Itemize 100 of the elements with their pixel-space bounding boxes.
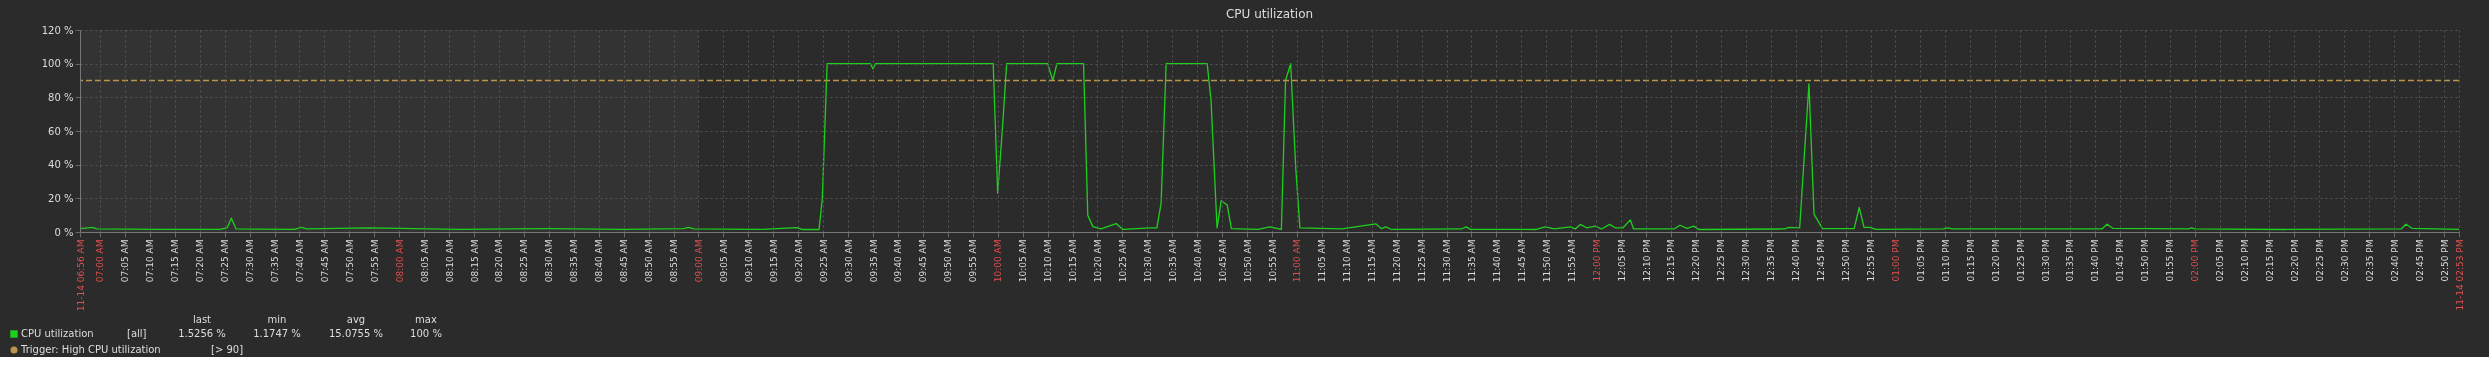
x-tick-label: 02:20 PM (2289, 239, 2300, 282)
text: max (415, 314, 437, 325)
x-tick-label: 07:35 AM (270, 239, 281, 283)
x-tick-label: 08:05 AM (419, 239, 430, 283)
x-tick-label: 12:10 PM (1641, 239, 1652, 282)
x-tick-label: 08:50 AM (644, 239, 655, 283)
x-tick-label: 01:00 PM (1890, 239, 1901, 282)
text: last (192, 314, 212, 325)
x-tick-label: 07:50 AM (344, 239, 355, 283)
x-tick-label: 10:20 AM (1092, 239, 1103, 283)
x-tick-label: 09:50 AM (943, 239, 954, 283)
x-tick-label: 09:20 AM (793, 239, 804, 283)
x-tick-label: 08:15 AM (469, 239, 480, 283)
x-tick-label: 02:15 PM (2264, 239, 2275, 282)
x-tick-label: 09:15 AM (768, 239, 779, 283)
x-tick-label: 10:10 AM (1043, 239, 1054, 283)
x-tick-label: 07:05 AM (120, 239, 131, 283)
x-tick-label: 10:35 AM (1167, 239, 1178, 283)
x-tick-label: 10:15 AM (1068, 239, 1079, 283)
x-tick-label: 12:55 PM (1866, 239, 1876, 282)
text: 15.0755 % (328, 328, 384, 339)
x-tick-label: 12:25 PM (1716, 239, 1727, 282)
legend-label: Trigger: High CPU utilization (20, 344, 161, 355)
x-tick-label: 01:20 PM (1990, 239, 2001, 282)
x-tick-label: 09:45 AM (918, 239, 929, 283)
x-tick-label: 10:40 AM (1192, 239, 1203, 283)
x-tick-label: 10:55 AM (1267, 239, 1278, 283)
x-tick-label: 11:40 AM (1491, 239, 1502, 283)
x-tick-label: 11:10 AM (1342, 239, 1353, 283)
x-tick-label: 08:45 AM (619, 239, 630, 283)
x-tick-label: 07:40 AM (294, 239, 305, 283)
x-tick-label: 08:55 AM (669, 239, 680, 283)
x-tick-label: 10:25 AM (1117, 239, 1128, 283)
x-tick-label: 01:15 PM (1965, 239, 1976, 282)
x-tick-label: 12:50 PM (1841, 239, 1852, 282)
text: avg (346, 314, 366, 325)
text: 100 % (410, 328, 442, 339)
legend-label: CPU utilization (21, 328, 94, 339)
x-tick-label: 01:50 PM (2140, 239, 2151, 282)
x-tick-label: 10:45 AM (1217, 239, 1228, 283)
x-tick-label: 10:05 AM (1018, 239, 1029, 283)
x-tick-label: 09:00 AM (693, 239, 704, 283)
x-tick-label: 02:35 PM (2364, 239, 2375, 282)
x-tick-label: 01:55 PM (2165, 239, 2176, 282)
x-tick-label: 11:55 AM (1566, 239, 1577, 283)
x-tick-label: 02:30 PM (2339, 239, 2350, 282)
text: 1.5256 % (178, 328, 226, 339)
text: 1.1747 % (253, 328, 301, 339)
x-tick-label: 10:30 AM (1142, 239, 1153, 283)
x-tick-label: 12:35 PM (1766, 239, 1777, 282)
x-tick-label: 09:05 AM (718, 239, 729, 283)
x-tick-label: 12:45 PM (1816, 239, 1827, 282)
x-tick-label: 02:45 PM (2414, 239, 2425, 282)
x-tick-label: 12:15 PM (1666, 239, 1677, 282)
x-tick-label: 07:20 AM (195, 239, 206, 283)
x-tick-label: 02:25 PM (2314, 239, 2325, 282)
x-tick-label: 12:00 PM (1591, 239, 1602, 282)
x-tick-label: 11:25 AM (1417, 239, 1428, 283)
x-tick-label: 12:05 PM (1616, 239, 1627, 282)
x-tick-label: 08:25 AM (519, 239, 530, 283)
x-tick-label: 01:05 PM (1915, 239, 1926, 282)
x-tick-label: 11:35 AM (1466, 239, 1477, 283)
x-tick-label: 11-14 02:53 PM (2454, 239, 2465, 311)
x-tick-label: 12:40 PM (1791, 239, 1802, 282)
x-tick-label: 08:10 AM (444, 239, 455, 283)
x-tick-label: 07:15 AM (170, 239, 181, 283)
x-tick-label: 01:10 PM (1940, 239, 1951, 282)
x-tick-label: 07:45 AM (319, 239, 330, 283)
x-tick-label: 08:20 AM (494, 239, 505, 283)
x-tick-label: 08:35 AM (569, 239, 580, 283)
x-tick-label: 09:40 AM (893, 239, 904, 283)
x-tick-label: 11:45 AM (1516, 239, 1527, 283)
x-tick-label: 02:40 PM (2389, 239, 2400, 282)
x-tick-label: 08:40 AM (594, 239, 605, 283)
x-tick-label: 07:10 AM (145, 239, 156, 283)
x-tick-label: 02:05 PM (2215, 239, 2226, 282)
y-tick-label: 80 % (48, 91, 74, 103)
x-tick-label: 09:55 AM (968, 239, 979, 283)
x-tick-label: 11:00 AM (1292, 239, 1303, 283)
x-tick-label: 02:00 PM (2190, 239, 2201, 282)
y-tick-label: 40 % (48, 159, 74, 171)
x-tick-label: 07:55 AM (369, 239, 380, 283)
x-tick-label: 08:30 AM (544, 239, 555, 283)
y-tick-label: 100 % (41, 58, 74, 70)
x-tick-label: 02:10 PM (2240, 239, 2251, 282)
x-tick-label: 01:35 PM (2065, 239, 2076, 282)
y-tick-label: 60 % (48, 125, 74, 137)
x-tick-label: 12:30 PM (1741, 239, 1752, 282)
x-tick-label: 07:00 AM (95, 239, 106, 283)
x-tick-label: 07:25 AM (220, 239, 231, 283)
x-tick-label: 10:00 AM (993, 239, 1004, 283)
x-tick-label: 11:50 AM (1541, 239, 1552, 283)
x-tick-label: 11-14 06:56 AM (75, 239, 86, 312)
x-tick-label: 01:45 PM (2115, 239, 2126, 282)
x-tick-label: 08:00 AM (394, 239, 405, 283)
x-tick-label: 11:30 AM (1442, 239, 1453, 283)
x-tick-label: 01:25 PM (2015, 239, 2026, 282)
x-tick-label: 11:20 AM (1392, 239, 1403, 283)
y-tick-label: 0 % (54, 226, 74, 238)
x-tick-label: 11:15 AM (1367, 239, 1378, 283)
